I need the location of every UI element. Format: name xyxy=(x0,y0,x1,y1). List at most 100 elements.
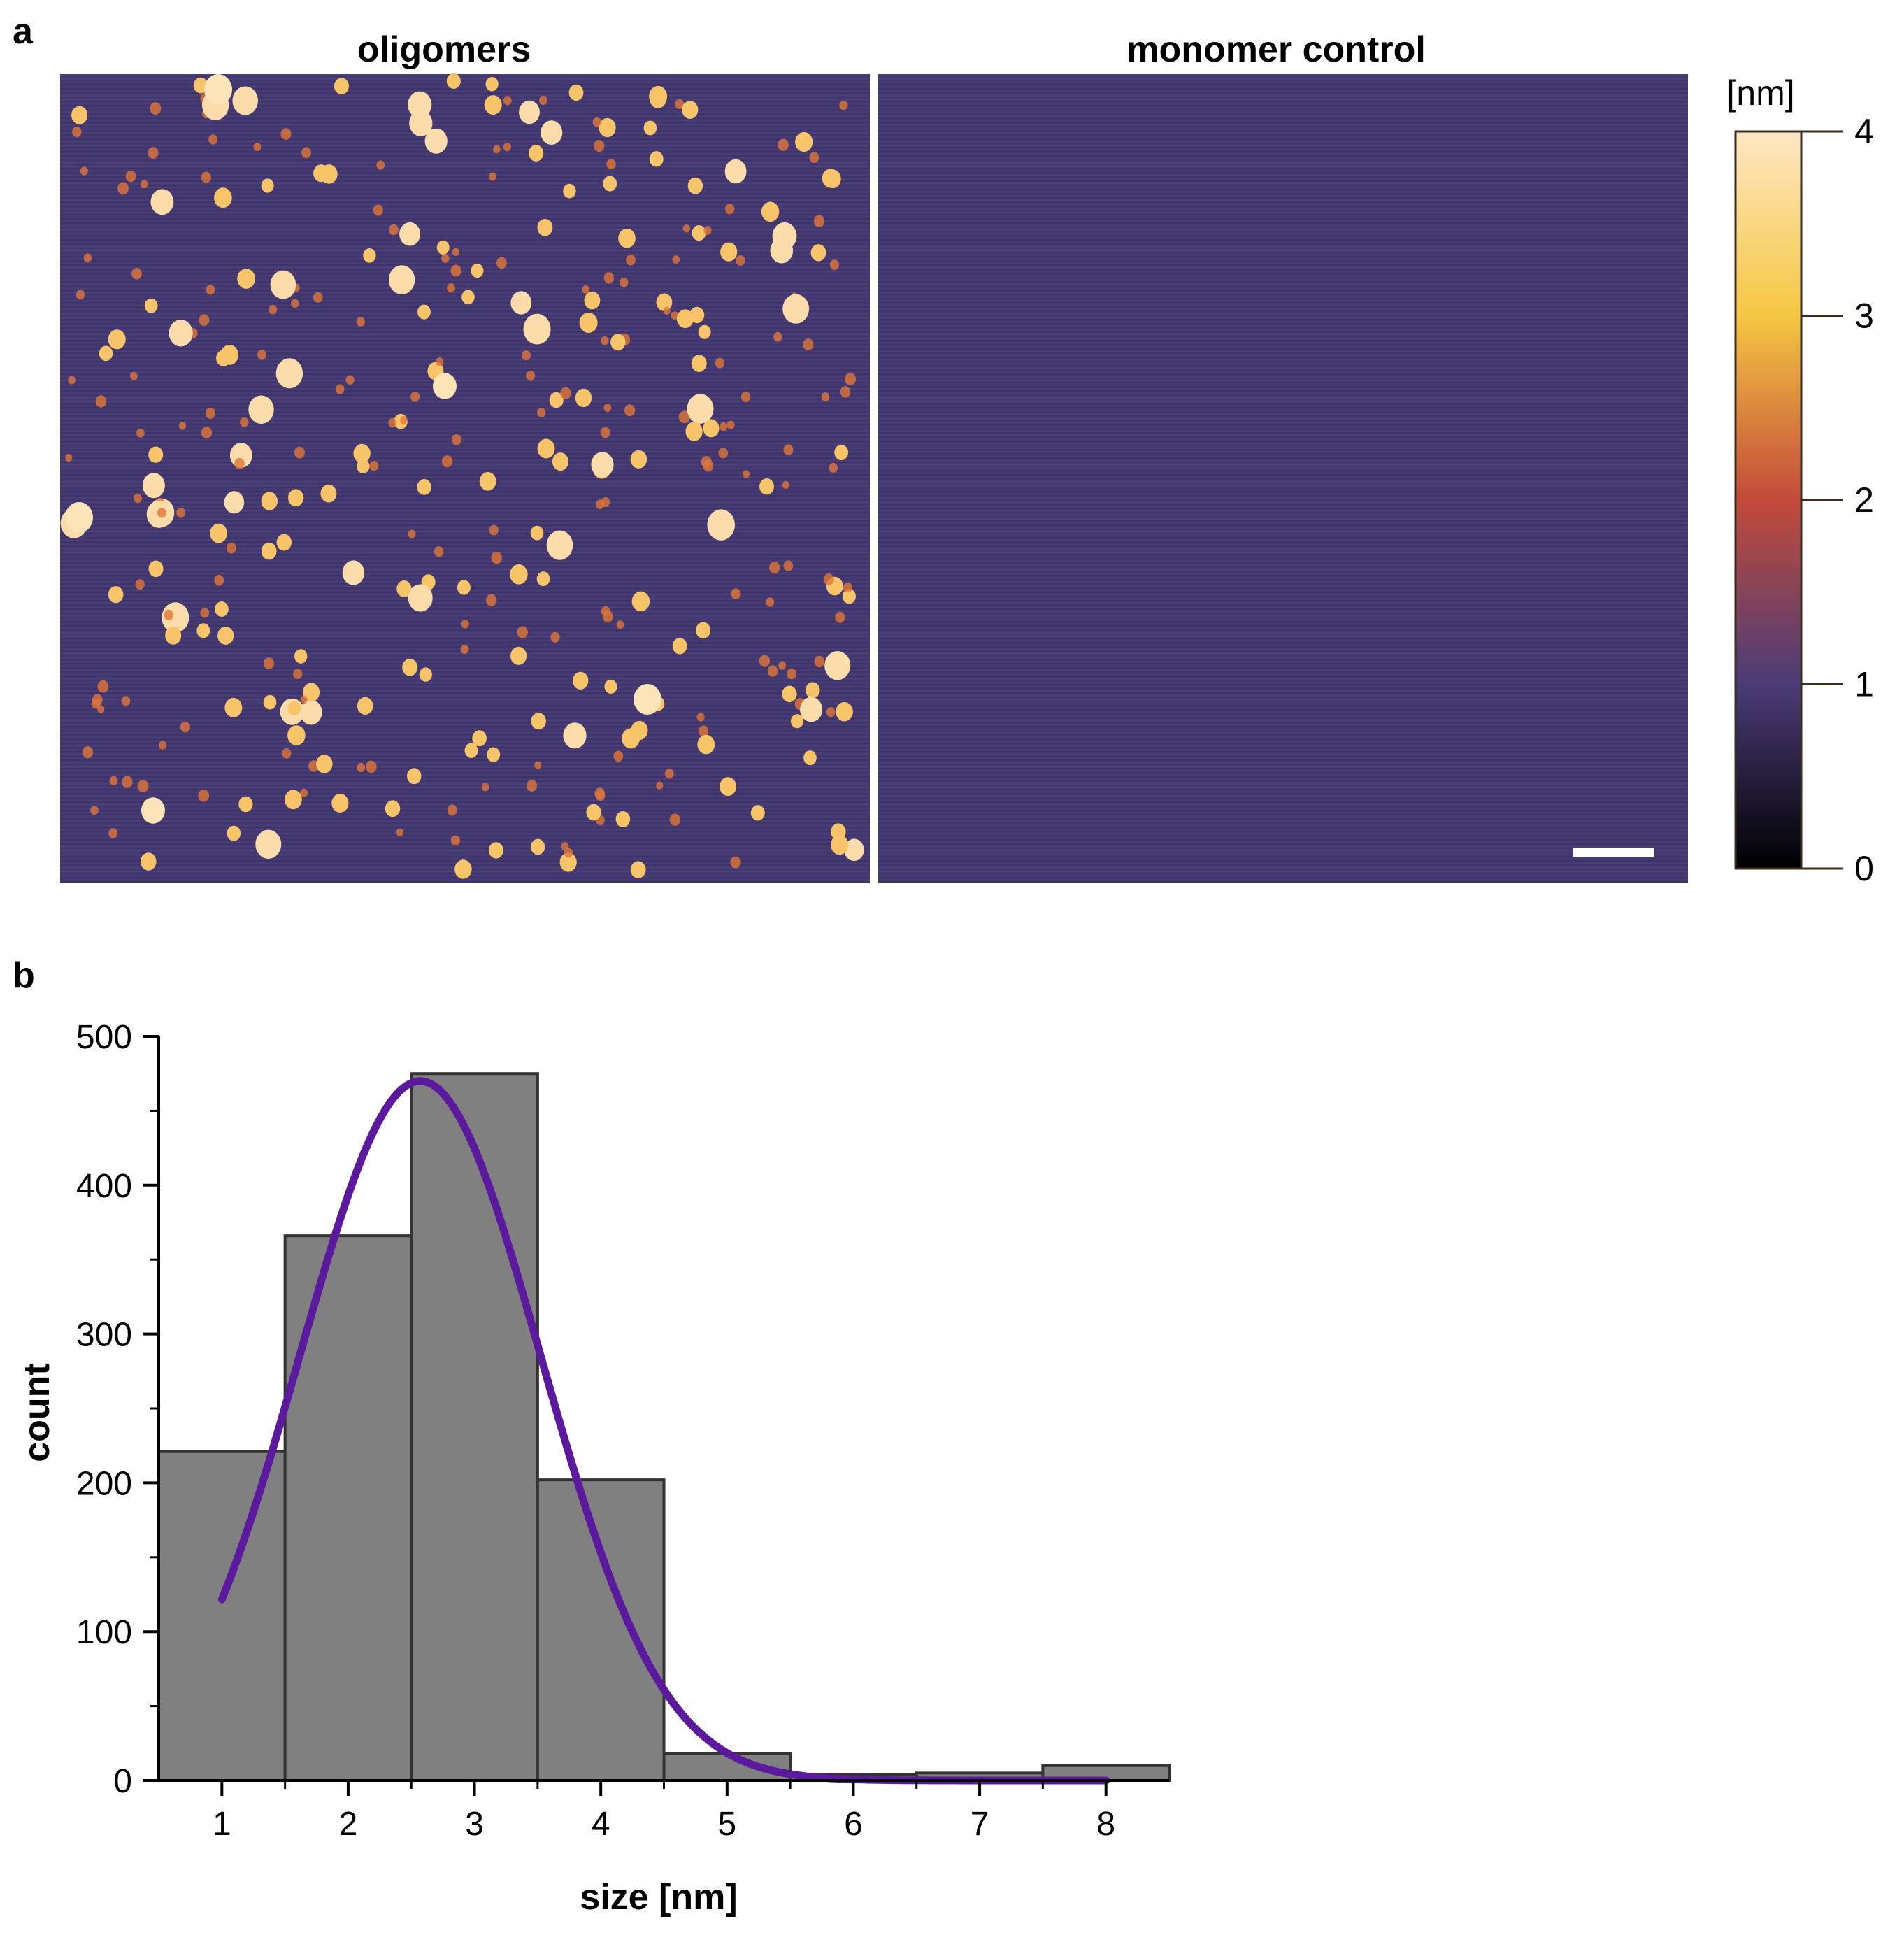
oligomer-particle xyxy=(813,215,825,227)
oligomer-particle xyxy=(68,376,76,385)
oligomer-particle xyxy=(630,861,646,878)
oligomer-particle xyxy=(759,478,774,495)
oligomer-particle xyxy=(496,257,507,269)
oligomer-particle xyxy=(464,743,478,758)
oligomer-particle xyxy=(736,255,745,266)
oligomer-particle xyxy=(356,317,365,327)
oligomer-particle xyxy=(276,534,292,551)
oligomer-particle xyxy=(537,219,553,236)
oligomer-particle xyxy=(783,560,794,571)
oligomer-particle xyxy=(725,204,735,215)
oligomer-particle-large xyxy=(65,502,93,533)
oligomer-particle xyxy=(510,646,527,665)
oligomer-particle xyxy=(400,416,408,424)
oligomer-particle xyxy=(531,838,545,855)
oligomer-particle xyxy=(72,127,82,138)
oligomer-particle xyxy=(687,394,714,424)
oligomer-particle xyxy=(676,309,694,329)
oligomer-particle xyxy=(257,349,266,360)
oligomer-particles xyxy=(60,73,864,879)
oligomer-particle-large xyxy=(634,684,661,715)
histogram-bar xyxy=(157,1450,287,1782)
oligomer-particle xyxy=(803,338,814,350)
oligomer-particle xyxy=(130,371,138,380)
x-tick-label: 4 xyxy=(592,1806,610,1843)
oligomer-particle xyxy=(489,172,496,181)
oligomer-particle xyxy=(530,525,544,541)
oligomer-particle xyxy=(824,651,851,680)
monomer-control-afm-image xyxy=(878,74,1688,883)
oligomer-particle-large xyxy=(141,797,165,824)
oligomer-particle xyxy=(291,299,299,308)
oligomer-particle xyxy=(208,134,218,145)
oligomer-particle xyxy=(687,177,703,194)
y-tick-label: 200 xyxy=(76,1465,132,1502)
oligomers-afm-image xyxy=(60,73,870,883)
oligomer-particle xyxy=(200,608,210,618)
oligomer-particle xyxy=(137,780,149,792)
oligomer-particle xyxy=(604,679,617,694)
oligomer-particle xyxy=(697,734,715,755)
oligomer-particle xyxy=(366,760,377,773)
x-tick-label: 3 xyxy=(465,1806,484,1843)
colorbar-tick-label: 0 xyxy=(1854,849,1874,888)
oligomer-particle xyxy=(698,324,711,339)
panel-a-label: a xyxy=(13,11,34,52)
oligomer-particle xyxy=(451,434,461,445)
oligomer-particle xyxy=(726,420,735,429)
oligomer-particle xyxy=(313,292,323,303)
oligomer-particle xyxy=(698,725,709,737)
oligomer-particle xyxy=(408,529,416,538)
oligomer-particle xyxy=(591,452,614,478)
oligomer-particle xyxy=(285,790,302,810)
oligomer-particle xyxy=(133,493,142,504)
oligomer-particle xyxy=(316,755,333,773)
histogram-chart: 0 100 200 300 400 500 1 2 3 4 5 6 7 8 size [nm] count xyxy=(17,1019,1171,1918)
colorbar-gradient xyxy=(1734,130,1803,870)
histogram-axes: 0 100 200 300 400 500 1 2 3 4 5 6 7 8 xyxy=(76,1019,1169,1843)
oligomer-particle xyxy=(396,580,412,597)
x-tick-label: 2 xyxy=(339,1806,358,1843)
oligomer-particle xyxy=(601,497,610,508)
oligomer-particle xyxy=(303,683,320,702)
oligomer-particle xyxy=(248,395,274,424)
oligomer-particle xyxy=(769,561,780,573)
oligomer-particle xyxy=(550,631,560,643)
oligomer-particle xyxy=(510,564,528,585)
oligomer-particle xyxy=(682,101,699,119)
oligomer-particle xyxy=(450,264,461,277)
oligomer-particle xyxy=(616,620,624,629)
oligomer-particle xyxy=(287,701,301,716)
oligomer-particle xyxy=(198,790,210,802)
oligomer-particle xyxy=(563,183,576,199)
colorbar-unit-label: [nm] xyxy=(1726,73,1794,113)
colorbar-tick-label: 4 xyxy=(1854,112,1874,151)
colorbar-tick-label: 2 xyxy=(1854,480,1874,520)
oligomer-particle xyxy=(829,259,839,270)
monomer-control-title: monomer control xyxy=(1126,29,1426,70)
oligomer-particle xyxy=(613,750,624,762)
oligomer-particle xyxy=(503,96,512,106)
oligomer-particle xyxy=(672,638,687,655)
oligomer-particle xyxy=(821,392,830,401)
oligomer-particle xyxy=(447,283,455,293)
oligomer-particle xyxy=(408,584,433,612)
oligomer-particle xyxy=(301,147,311,158)
oligomer-particle xyxy=(294,446,305,459)
colorbar-tick-label: 1 xyxy=(1854,665,1874,704)
oligomer-particle xyxy=(261,492,278,510)
oligomer-particle xyxy=(787,668,796,680)
oligomer-particle xyxy=(626,255,636,266)
oligomer-particle xyxy=(522,350,531,361)
histogram-bar xyxy=(283,1234,413,1782)
oligomer-particle xyxy=(148,560,164,578)
oligomer-particle xyxy=(620,277,629,287)
oligomer-particle xyxy=(294,649,308,664)
oligomer-particle xyxy=(839,100,848,110)
oligomer-particle xyxy=(715,357,724,369)
oligomer-particle xyxy=(396,828,404,837)
oligomer-particle xyxy=(148,446,164,463)
x-tick-label: 5 xyxy=(717,1806,736,1843)
oligomer-particle xyxy=(720,242,738,262)
oligomer-particle xyxy=(592,117,601,127)
